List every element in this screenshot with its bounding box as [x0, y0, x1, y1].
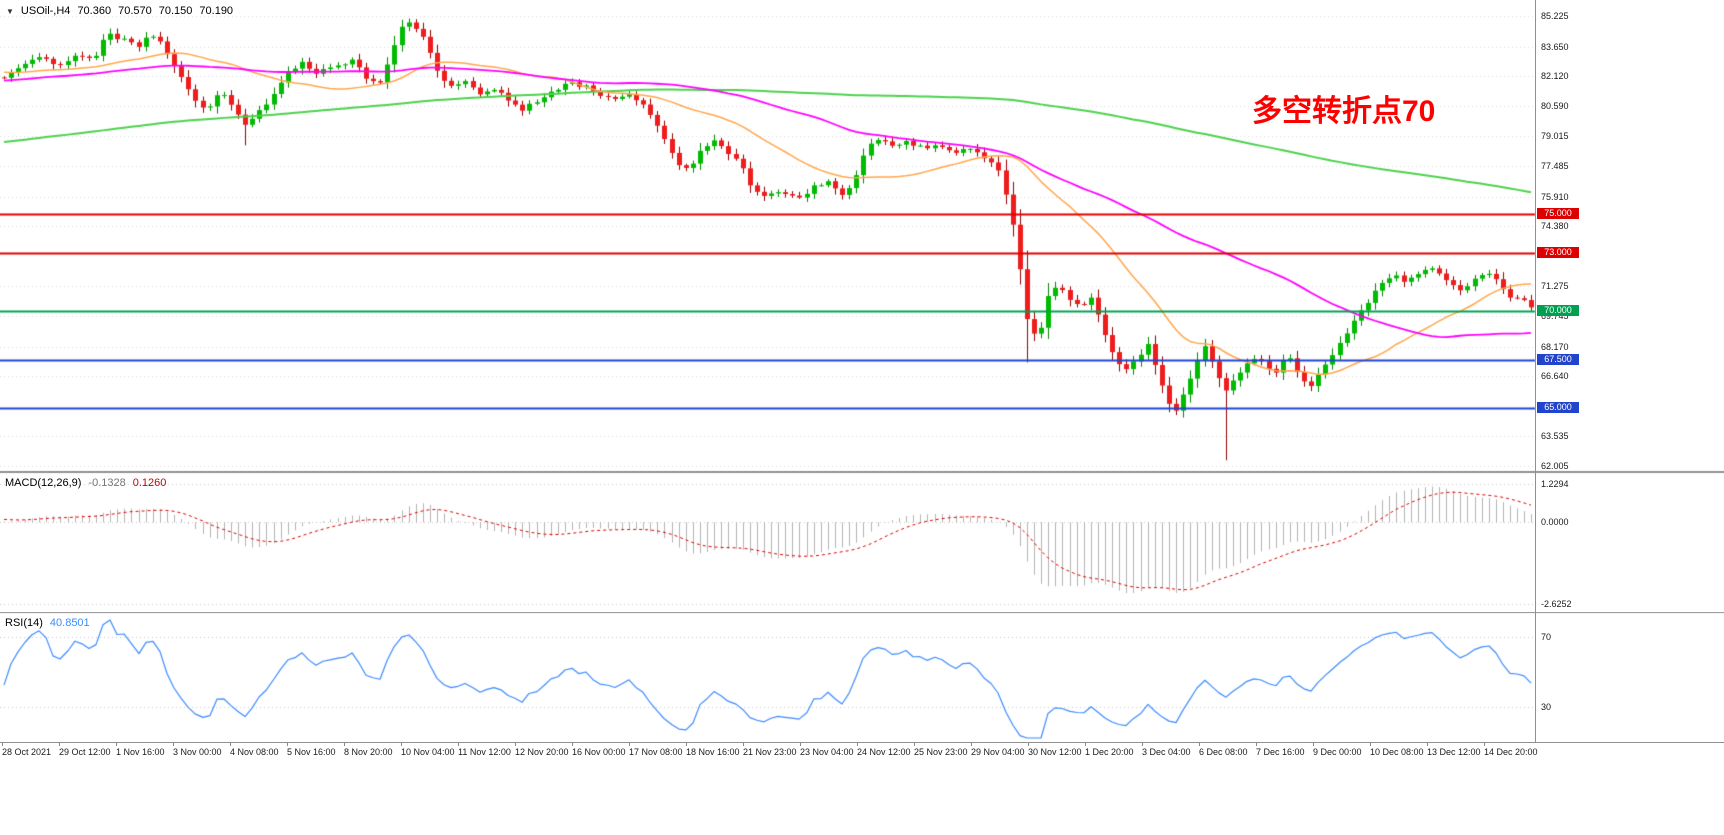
ohlc-open: 70.360 [77, 5, 112, 17]
price-axis-label: 74.380 [1541, 221, 1569, 232]
time-axis-label: 1 Nov 16:00 [116, 747, 165, 757]
macd-main-value: -0.1328 [88, 477, 126, 489]
price-axis-label: 71.275 [1541, 281, 1569, 292]
time-axis-tick [1085, 743, 1086, 746]
time-axis-tick [572, 743, 573, 746]
time-axis-label: 9 Dec 00:00 [1313, 747, 1362, 757]
macd-axis-label: 1.2294 [1541, 479, 1569, 489]
rsi-value: 40.8501 [49, 617, 90, 629]
time-axis-label: 25 Nov 23:00 [914, 747, 968, 757]
price-tag-65_000: 65.000 [1537, 401, 1579, 413]
ohlc-low: 70.150 [158, 5, 193, 17]
price-tag-73_000: 73.000 [1537, 246, 1579, 258]
time-axis-label: 16 Nov 00:00 [572, 747, 626, 757]
time-axis-label: 4 Nov 08:00 [230, 747, 279, 757]
time-axis-label: 7 Dec 16:00 [1256, 747, 1305, 757]
ohlc-high: 70.570 [118, 5, 152, 17]
price-axis-label: 62.005 [1541, 461, 1569, 471]
time-axis-label: 13 Dec 12:00 [1427, 747, 1481, 757]
chevron-down-icon: ▼ [6, 6, 14, 16]
macd-indicator-canvas[interactable] [0, 472, 1724, 612]
time-axis-label: 23 Nov 04:00 [800, 747, 854, 757]
time-axis-tick [857, 743, 858, 746]
time-axis-tick [1427, 743, 1428, 746]
time-axis-tick [1484, 743, 1485, 746]
time-axis[interactable]: 28 Oct 2021 29 Oct 12:00 1 Nov 16:00 3 Nov … [0, 742, 1724, 835]
price-axis-label: 63.535 [1541, 431, 1569, 442]
price-chart-canvas[interactable] [0, 0, 1724, 472]
ohlc-close: 70.190 [199, 5, 234, 17]
rsi-axis-label: 70 [1541, 632, 1552, 643]
time-axis-label: 29 Nov 04:00 [971, 747, 1025, 757]
time-axis-label: 11 Nov 12:00 [458, 747, 511, 757]
time-axis-label: 24 Nov 12:00 [857, 747, 911, 757]
time-axis-tick [116, 743, 117, 746]
time-axis-tick [401, 743, 402, 746]
time-axis-tick [686, 743, 687, 746]
price-axis-label: 83.650 [1541, 41, 1569, 52]
time-axis-tick [971, 743, 972, 746]
time-axis-label: 3 Dec 04:00 [1142, 747, 1191, 757]
time-axis-label: 8 Nov 20:00 [344, 747, 393, 757]
time-axis-tick [1313, 743, 1314, 746]
rsi-indicator-canvas[interactable] [0, 612, 1724, 742]
time-axis-tick [2, 743, 3, 746]
time-axis-label: 18 Nov 16:00 [686, 747, 740, 757]
time-axis-label: 10 Nov 04:00 [401, 747, 455, 757]
time-axis-label: 28 Oct 2021 [2, 747, 52, 757]
time-axis-label: 14 Dec 20:00 [1484, 747, 1538, 757]
time-axis-tick [59, 743, 60, 746]
time-axis-tick [515, 743, 516, 746]
time-axis-tick [629, 743, 630, 746]
rsi-panel-header: RSI(14) 40.8501 [5, 617, 90, 629]
time-axis-label: 30 Nov 12:00 [1028, 747, 1082, 757]
time-axis-label: 6 Dec 08:00 [1199, 747, 1248, 757]
price-tag-75_000: 75.000 [1537, 208, 1579, 220]
time-axis-label: 5 Nov 16:00 [287, 747, 336, 757]
time-axis-tick [173, 743, 174, 746]
price-axis-label: 85.225 [1541, 11, 1569, 21]
time-axis-label: 21 Nov 23:00 [743, 747, 797, 757]
macd-axis-label: -2.6252 [1541, 599, 1572, 609]
time-axis-label: 29 Oct 12:00 [59, 747, 111, 757]
price-axis-label: 75.910 [1541, 191, 1569, 202]
chart-symbol-header: ▼ USOil-,H4 70.360 70.570 70.150 70.190 [6, 5, 233, 17]
time-axis-tick [230, 743, 231, 746]
time-axis-tick [1142, 743, 1143, 746]
price-axis-label: 80.590 [1541, 100, 1569, 111]
rsi-axis-label: 30 [1541, 701, 1552, 712]
time-axis-tick [743, 743, 744, 746]
time-axis-tick [800, 743, 801, 746]
time-axis-tick [1370, 743, 1371, 746]
chinese-annotation-text: 多空转折点70 [1252, 95, 1436, 128]
rsi-label: RSI(14) [5, 617, 43, 629]
axis-separator [1535, 0, 1536, 742]
price-axis-label: 79.015 [1541, 131, 1569, 142]
macd-panel-header: MACD(12,26,9) -0.1328 0.1260 [5, 477, 166, 489]
time-axis-tick [344, 743, 345, 746]
time-axis-tick [1028, 743, 1029, 746]
price-tag-67_500: 67.500 [1537, 353, 1579, 365]
price-tag-70_000: 70.000 [1537, 305, 1579, 317]
price-axis-label: 77.485 [1541, 161, 1569, 171]
price-axis-label: 68.170 [1541, 341, 1569, 352]
macd-axis-label: 0.0000 [1541, 517, 1569, 528]
time-axis-label: 17 Nov 08:00 [629, 747, 683, 757]
time-axis-label: 3 Nov 00:00 [173, 747, 222, 757]
price-axis-label: 82.120 [1541, 71, 1569, 82]
time-axis-label: 12 Nov 20:00 [515, 747, 569, 757]
time-axis-label: 10 Dec 08:00 [1370, 747, 1424, 757]
symbol-timeframe-label: USOil-,H4 [20, 5, 71, 17]
time-axis-tick [287, 743, 288, 746]
time-axis-label: 1 Dec 20:00 [1085, 747, 1134, 757]
macd-signal-value: 0.1260 [132, 477, 167, 489]
price-axis-label: 66.640 [1541, 371, 1569, 382]
time-axis-tick [458, 743, 459, 746]
time-axis-tick [1199, 743, 1200, 746]
macd-label: MACD(12,26,9) [5, 477, 82, 489]
time-axis-tick [914, 743, 915, 746]
time-axis-tick [1256, 743, 1257, 746]
